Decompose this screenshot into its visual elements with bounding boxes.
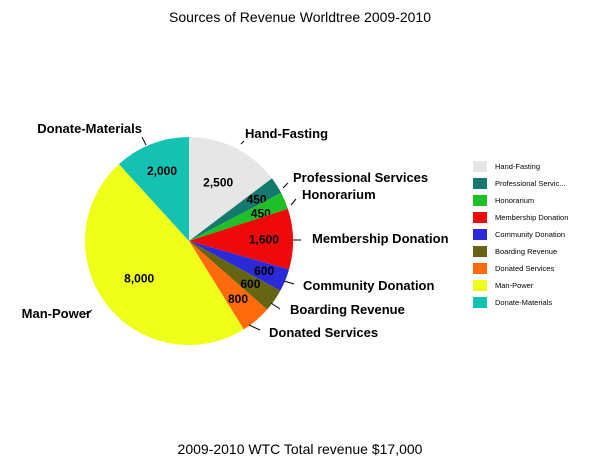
leader-line xyxy=(270,302,281,310)
pie-slice-hand-fasting xyxy=(189,137,272,241)
slice-value-label: 2,000 xyxy=(147,164,177,178)
legend-label: Boarding Revenue xyxy=(495,247,558,256)
slice-name-label: Hand-Fasting xyxy=(245,126,328,141)
legend-swatch xyxy=(473,229,487,240)
slice-name-label: Honorarium xyxy=(302,187,376,202)
pie-slice-donated-services xyxy=(189,241,268,330)
legend-label: Professional Servic... xyxy=(495,179,566,188)
legend-label: Donated Services xyxy=(495,264,555,273)
legend-label: Hand-Fasting xyxy=(495,162,541,171)
slice-value-label: 600 xyxy=(240,277,260,291)
legend-label: Donate-Materials xyxy=(495,298,553,307)
leader-line xyxy=(240,140,245,145)
slice-value-label: 600 xyxy=(254,264,274,278)
legend-swatch xyxy=(473,246,487,257)
legend-label: Man-Power xyxy=(495,281,534,290)
leader-line xyxy=(83,309,93,316)
slice-value-label: 800 xyxy=(228,292,248,306)
leader-line xyxy=(283,280,295,285)
legend-swatch xyxy=(473,280,487,291)
slice-name-label: Donate-Materials xyxy=(37,121,142,136)
slice-value-label: 8,000 xyxy=(124,272,154,286)
pie-slice-professional-services xyxy=(189,178,282,241)
legend-label: Honorarium xyxy=(495,196,535,205)
pie-slice-community-donation xyxy=(189,241,290,291)
leader-line xyxy=(290,198,297,206)
legend-swatch xyxy=(473,195,487,206)
pie-slice-membership-donation xyxy=(189,208,294,270)
legend-label: Membership Donation xyxy=(495,213,569,222)
legend-swatch xyxy=(473,161,487,172)
slice-name-label: Man-Power xyxy=(22,306,91,321)
legend-label: Community Donation xyxy=(495,230,566,239)
legend-swatch xyxy=(473,263,487,274)
leader-line xyxy=(141,136,147,146)
slice-value-label: 2,500 xyxy=(203,175,233,189)
pie-slice-boarding-revenue xyxy=(189,241,281,310)
chart-title: Sources of Revenue Worldtree 2009-2010 xyxy=(168,9,431,25)
slice-name-label: Boarding Revenue xyxy=(290,302,405,317)
slice-name-label: Membership Donation xyxy=(312,231,449,246)
pie-slice-man-power xyxy=(85,164,244,345)
leader-line xyxy=(248,324,261,331)
legend-swatch xyxy=(473,297,487,308)
legend-swatch xyxy=(473,178,487,189)
legend-swatch xyxy=(473,212,487,223)
pie-slice-donate-materials xyxy=(118,137,189,241)
slice-value-label: 1,600 xyxy=(249,233,279,247)
slice-name-label: Community Donation xyxy=(303,278,434,293)
slice-name-label: Donated Services xyxy=(269,325,378,340)
pie-slice-honorarium xyxy=(189,192,288,241)
leader-line xyxy=(282,182,289,189)
slice-name-label: Professional Services xyxy=(293,170,428,185)
chart-footer: 2009-2010 WTC Total revenue $17,000 xyxy=(177,441,423,457)
